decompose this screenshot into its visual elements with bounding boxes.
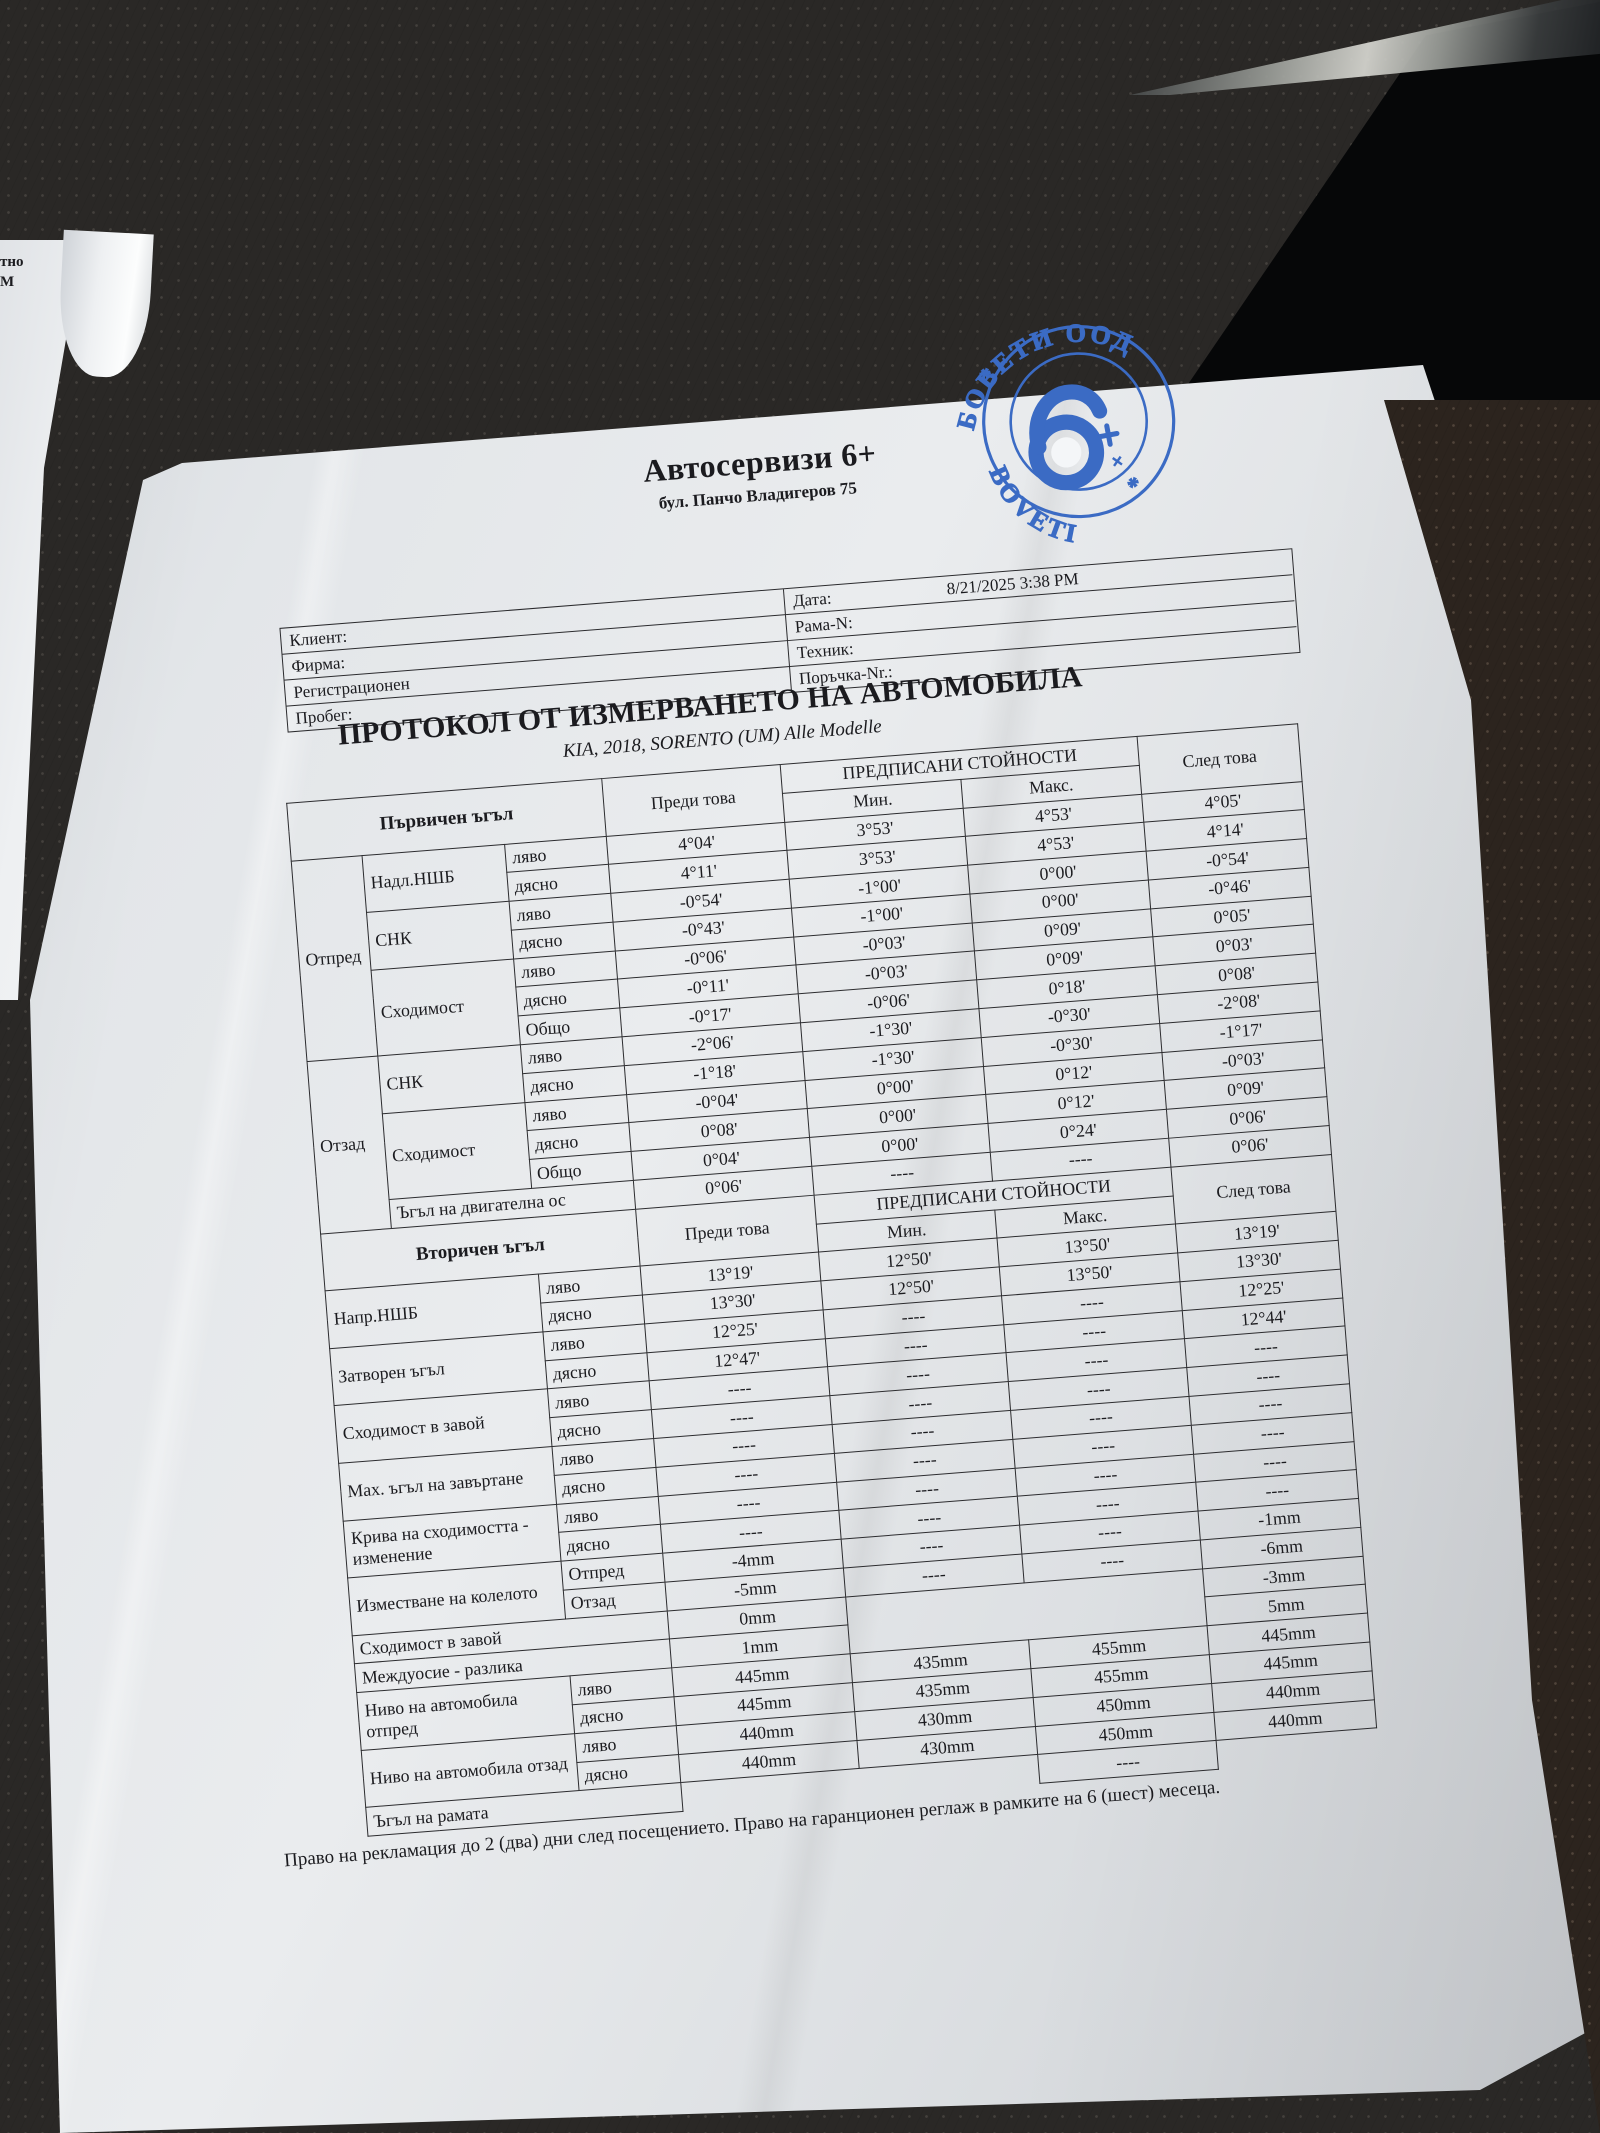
svg-text:×: × xyxy=(1110,450,1125,474)
svg-text:BOVETI: BOVETI xyxy=(983,460,1082,551)
svg-text:*: * xyxy=(1123,472,1149,500)
